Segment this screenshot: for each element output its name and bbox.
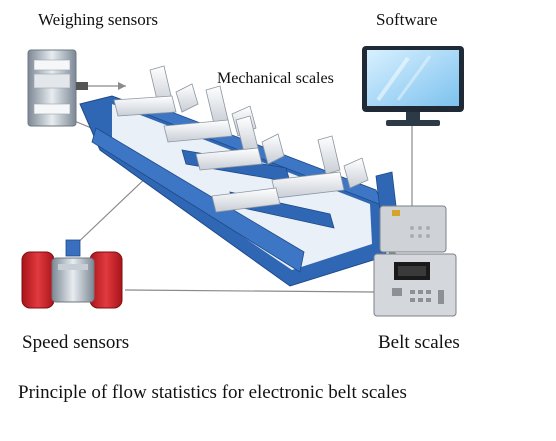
idler-set-4 [271,135,369,199]
belt-scale-controller [373,205,457,317]
label-belt-scales: Belt scales [378,332,460,353]
weighing-sensor [27,49,126,127]
idler-set-5 [211,187,281,213]
connector-weigh-to-speed [69,171,153,251]
diagram-caption: Principle of flow statistics for electro… [18,382,407,403]
idler-set-1 [113,65,199,117]
connector-speed-to-belt [124,289,375,293]
label-mechanical-scales: Mechanical scales [217,70,334,87]
idler-set-3 [195,115,285,171]
speed-sensor [21,239,123,309]
label-software: Software [376,10,438,29]
idler-rollers [113,65,369,213]
label-speed-sensors: Speed sensors [22,332,130,353]
software-monitor-icon [362,46,464,126]
label-weighing-sensors: Weighing sensors [38,10,158,29]
